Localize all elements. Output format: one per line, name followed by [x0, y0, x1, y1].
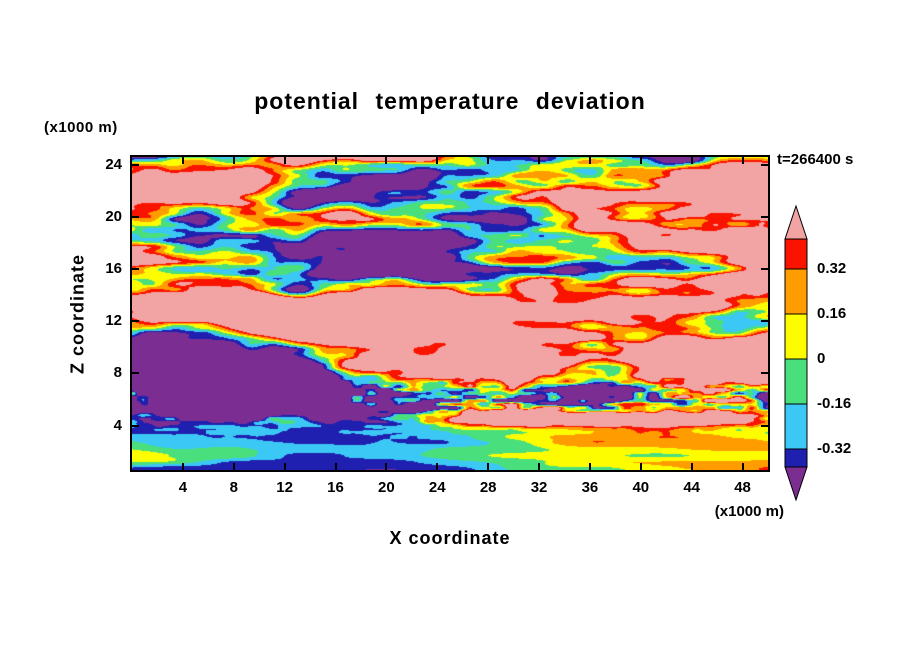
x-tick-mark: [690, 463, 693, 470]
x-tick-label: 4: [178, 479, 188, 496]
x-tick-mark: [181, 463, 184, 470]
x-tick-mark: [181, 157, 184, 164]
x-tick-mark: [639, 157, 642, 164]
z-tick-mark: [132, 424, 139, 427]
x-tick-label: 8: [229, 479, 238, 496]
z-tick-label: 24: [105, 155, 122, 173]
z-tick-mark: [132, 268, 139, 271]
x-tick-label: 44: [683, 479, 701, 496]
x-tick-mark: [385, 157, 388, 164]
z-tick-mark: [761, 215, 768, 218]
colorbar-tick-label: 0: [817, 350, 826, 367]
z-tick-label: 20: [105, 207, 122, 225]
x-tick-label: 24: [428, 479, 446, 496]
heatmap-canvas: [132, 157, 768, 470]
z-tick-mark: [761, 320, 768, 323]
x-axis-unit-label: (x1000 m): [714, 503, 784, 520]
x-tick-mark: [385, 463, 388, 470]
z-tick-mark: [761, 268, 768, 271]
z-tick-mark: [132, 215, 139, 218]
x-tick-label: 20: [378, 479, 395, 496]
x-tick-mark: [538, 157, 541, 164]
x-tick-mark: [588, 157, 591, 164]
x-tick-mark: [436, 157, 439, 164]
z-tick-label: 8: [113, 364, 122, 382]
x-tick-mark: [334, 157, 337, 164]
x-tick-mark: [334, 463, 337, 470]
x-tick-mark: [283, 463, 286, 470]
x-tick-label: 28: [479, 479, 497, 496]
x-tick-mark: [487, 157, 490, 164]
z-tick-mark: [761, 372, 768, 375]
x-tick-label: 40: [632, 479, 650, 496]
time-label: t=266400 s: [777, 151, 854, 168]
x-tick-mark: [436, 463, 439, 470]
x-tick-mark: [690, 157, 693, 164]
z-axis-unit-label: (x1000 m): [44, 119, 118, 136]
z-tick-mark: [761, 424, 768, 427]
colorbar-tick-label: -0.16: [817, 395, 852, 412]
x-tick-mark: [741, 463, 744, 470]
x-tick-mark: [232, 463, 235, 470]
x-tick-mark: [588, 463, 591, 470]
colorbar-tick-label: -0.32: [817, 440, 852, 457]
x-axis-title: X coordinate: [389, 528, 511, 548]
x-tick-label: 16: [327, 479, 344, 496]
z-tick-label: 4: [113, 416, 122, 434]
colorbar-tick-label: 0.16: [817, 305, 847, 322]
x-tick-label: 12: [276, 479, 293, 496]
x-tick-mark: [538, 463, 541, 470]
x-tick-mark: [232, 157, 235, 164]
colorbar-gradient: [784, 204, 808, 502]
z-tick-mark: [132, 320, 139, 323]
x-tick-label: 48: [734, 479, 751, 496]
x-tick-label: 36: [581, 479, 599, 496]
x-tick-mark: [487, 463, 490, 470]
plot-frame: [130, 155, 770, 472]
x-tick-mark: [741, 157, 744, 164]
z-tick-mark: [132, 163, 139, 166]
colorbar-tick-label: 0.32: [817, 260, 847, 277]
z-tick-label: 12: [105, 312, 122, 330]
x-tick-mark: [639, 463, 642, 470]
chart-title: potential temperature deviation: [254, 88, 646, 114]
x-tick-label: 32: [530, 479, 548, 496]
colorbar: [784, 204, 808, 502]
z-tick-mark: [761, 163, 768, 166]
z-tick-label: 16: [105, 260, 122, 278]
x-tick-mark: [283, 157, 286, 164]
z-tick-mark: [132, 372, 139, 375]
